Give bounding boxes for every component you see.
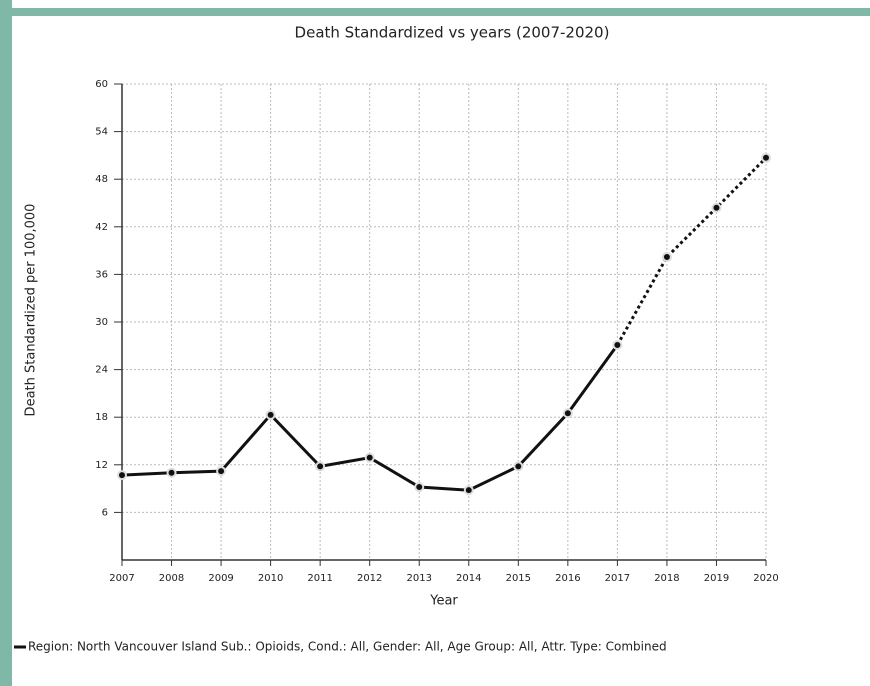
y-tick-label: 12: [95, 460, 108, 471]
frame-left: [0, 0, 12, 686]
x-tick-label: 2011: [307, 573, 332, 584]
frame-top: [0, 8, 870, 16]
x-tick-label: 2020: [753, 573, 778, 584]
y-tick-label: 30: [95, 317, 108, 328]
y-tick-label: 36: [95, 269, 108, 280]
y-tick-label: 60: [95, 79, 108, 90]
y-tick-label: 18: [95, 412, 108, 423]
point: [513, 461, 524, 472]
x-tick-label: 2007: [109, 573, 134, 584]
legend-label: Region: North Vancouver Island Sub.: Opi…: [28, 640, 667, 654]
x-tick-label: 2019: [704, 573, 729, 584]
y-tick-label: 6: [102, 507, 108, 518]
x-tick-label: 2016: [555, 573, 580, 584]
y-tick-label: 24: [95, 365, 108, 376]
chart-title: Death Standardized vs years (2007-2020): [295, 24, 610, 42]
point: [117, 470, 127, 481]
point: [364, 452, 375, 463]
y-axis-label: Death Standardized per 100,000: [24, 204, 39, 417]
x-tick-label: 2017: [605, 573, 630, 584]
point: [265, 409, 276, 420]
x-tick-label: 2012: [357, 573, 382, 584]
x-tick-label: 2015: [506, 573, 531, 584]
y-tick-label: 48: [95, 174, 108, 185]
point: [216, 466, 227, 477]
point: [463, 485, 474, 496]
point: [166, 467, 177, 478]
y-tick-label: 54: [95, 127, 108, 138]
point: [414, 482, 425, 493]
point: [612, 340, 623, 351]
x-tick-label: 2010: [258, 573, 283, 584]
point: [315, 461, 326, 472]
point: [661, 251, 672, 262]
point: [711, 202, 722, 213]
x-tick-label: 2013: [407, 573, 432, 584]
dotted-line: [616, 156, 768, 346]
point: [761, 152, 771, 163]
point: [562, 408, 573, 419]
x-tick-label: 2014: [456, 573, 481, 584]
x-tick-label: 2008: [159, 573, 184, 584]
x-tick-label: 2018: [654, 573, 679, 584]
x-axis-label: Year: [429, 594, 458, 609]
y-tick-label: 42: [95, 222, 108, 233]
x-tick-label: 2009: [208, 573, 233, 584]
